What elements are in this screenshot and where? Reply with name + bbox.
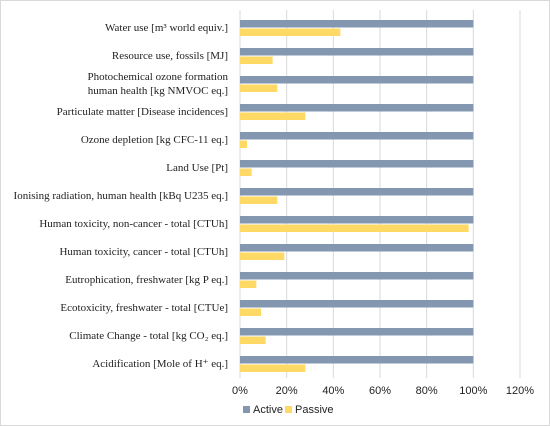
y-tick-label: Ozone depletion [kg CFC-11 eq.] [81,134,228,146]
bar [240,336,266,344]
y-tick-label: Resource use, fossils [MJ] [112,50,228,62]
bar [240,56,273,64]
legend-label: Active [253,404,283,416]
bar [240,20,474,28]
x-tick-label: 100% [459,385,487,397]
bar [240,132,474,140]
bar [240,168,252,176]
x-tick-label: 20% [276,385,298,397]
bar [240,272,474,280]
bar [240,224,469,232]
y-tick-label: Human toxicity, non-cancer - total [CTUh… [39,218,228,230]
x-tick-label: 60% [369,385,391,397]
y-tick-label: Land Use [Pt] [166,162,228,174]
y-tick-label: Human toxicity, cancer - total [CTUh] [59,246,228,258]
bar [240,356,474,364]
bar [240,84,278,92]
x-tick-label: 80% [416,385,438,397]
legend-label: Passive [295,404,334,416]
bar [240,140,247,148]
y-tick-label: Water use [m³ world equiv.] [105,22,228,34]
bar [240,28,341,36]
x-tick-label: 0% [232,385,248,397]
y-tick-label: Climate Change - total [kg CO₂ eq.] [69,330,228,342]
bar [240,328,474,336]
bar [240,104,474,112]
bar [240,112,306,120]
bar [240,76,474,84]
bar [240,188,474,196]
bar [240,196,278,204]
y-tick-label: Photochemical ozone formation human healt… [87,71,228,97]
bar [240,48,474,56]
bar [240,244,474,252]
y-tick-label: Ecotoxicity, freshwater - total [CTUe] [60,302,228,314]
bar [240,252,285,260]
y-tick-label: Ionising radiation, human health [kBq U2… [14,190,228,202]
bar [240,300,474,308]
legend-swatch [243,406,250,413]
bar [240,160,474,168]
y-tick-label: Particulate matter [Disease incidences] [57,106,228,118]
y-tick-label: Eutrophication, freshwater [kg P eq.] [65,274,228,286]
bar [240,364,306,372]
x-tick-label: 120% [506,385,534,397]
bar [240,308,261,316]
y-tick-label: Acidification [Mole of H⁺ eq.] [92,358,228,370]
bar [240,280,257,288]
bar [240,216,474,224]
x-tick-label: 40% [322,385,344,397]
legend-swatch [285,406,292,413]
